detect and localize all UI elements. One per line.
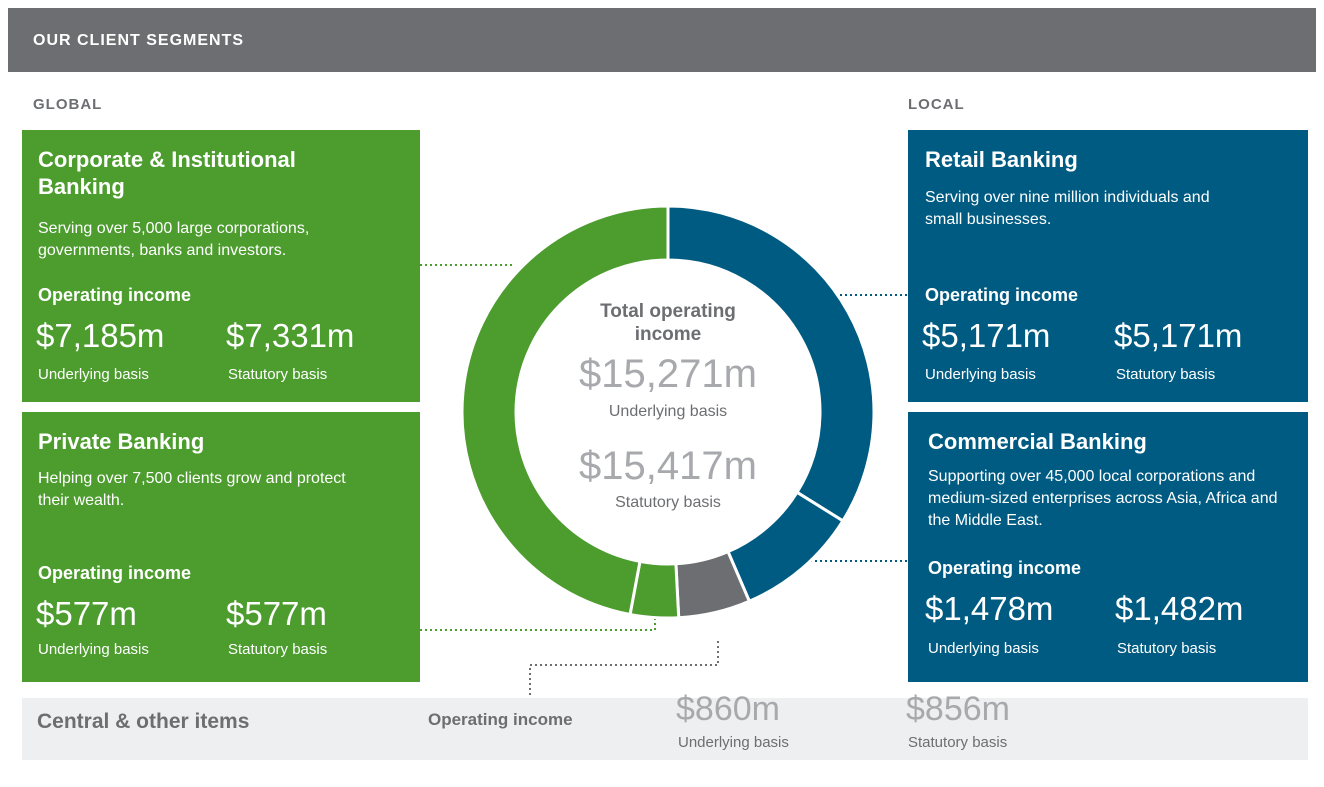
underlying-value: $7,185m xyxy=(36,317,165,354)
total-caption: Underlying basis xyxy=(608,403,728,420)
segment-description: Helping over 7,500 clients grow and prot… xyxy=(38,470,346,509)
income-heading: Operating income xyxy=(38,563,192,583)
segment-title: Central & other items xyxy=(37,710,250,733)
statutory-value: $5,171m xyxy=(1114,317,1243,354)
donut-segment xyxy=(666,204,876,523)
income-heading: Operating income xyxy=(928,558,1082,578)
connectors xyxy=(420,264,908,695)
connector xyxy=(420,610,656,631)
header-bar: OUR CLIENT SEGMENTS xyxy=(8,8,1316,72)
underlying-caption: Underlying basis xyxy=(925,366,1036,383)
total-value: $15,271m xyxy=(579,352,757,396)
statutory-value: $1,482m xyxy=(1115,590,1244,627)
segment-title: Private Banking xyxy=(38,429,205,454)
donut-segment xyxy=(460,204,670,617)
segment-title: Commercial Banking xyxy=(928,429,1147,454)
statutory-total-caption: Statutory basis xyxy=(615,494,721,511)
central-band: Central & other items Operating income $… xyxy=(22,690,1308,760)
statutory-total-value: $15,417m xyxy=(579,444,757,488)
statutory-value: $577m xyxy=(226,595,327,632)
underlying-value: $5,171m xyxy=(922,317,1051,354)
center-title: Total operating income xyxy=(600,301,736,345)
statutory-value: $7,331m xyxy=(226,317,355,354)
income-heading: Operating income xyxy=(428,710,573,729)
header-title: OUR CLIENT SEGMENTS xyxy=(33,32,245,49)
underlying-caption: Underlying basis xyxy=(38,366,149,383)
segment-description: Serving over 5,000 large corporations, g… xyxy=(38,220,310,259)
statutory-caption: Statutory basis xyxy=(1116,366,1216,383)
segment-description: Supporting over 45,000 local corporation… xyxy=(928,468,1278,529)
underlying-value: $1,478m xyxy=(925,590,1054,627)
connector xyxy=(529,640,719,695)
underlying-value: $577m xyxy=(36,595,137,632)
underlying-caption: Underlying basis xyxy=(38,641,149,658)
segment-box: Retail Banking Serving over nine million… xyxy=(908,130,1308,402)
underlying-value: $860m xyxy=(676,690,780,728)
segment-description: Serving over nine million individuals an… xyxy=(925,189,1210,228)
statutory-caption: Statutory basis xyxy=(228,641,328,658)
statutory-caption: Statutory basis xyxy=(1117,640,1217,657)
segment-title: Corporate & Institutional Banking xyxy=(38,147,296,199)
local-label: LOCAL xyxy=(908,96,965,113)
statutory-caption: Statutory basis xyxy=(908,734,1008,751)
segment-box: Corporate & Institutional Banking Servin… xyxy=(22,130,420,402)
underlying-caption: Underlying basis xyxy=(678,734,789,751)
income-heading: Operating income xyxy=(38,285,192,305)
statutory-value: $856m xyxy=(906,690,1010,728)
statutory-caption: Statutory basis xyxy=(228,366,328,383)
segment-box: Private Banking Helping over 7,500 clien… xyxy=(22,412,420,682)
underlying-caption: Underlying basis xyxy=(928,640,1039,657)
segment-title: Retail Banking xyxy=(925,147,1078,172)
income-heading: Operating income xyxy=(925,285,1079,305)
segment-box: Commercial Banking Supporting over 45,00… xyxy=(908,412,1308,682)
global-label: GLOBAL xyxy=(33,96,103,113)
